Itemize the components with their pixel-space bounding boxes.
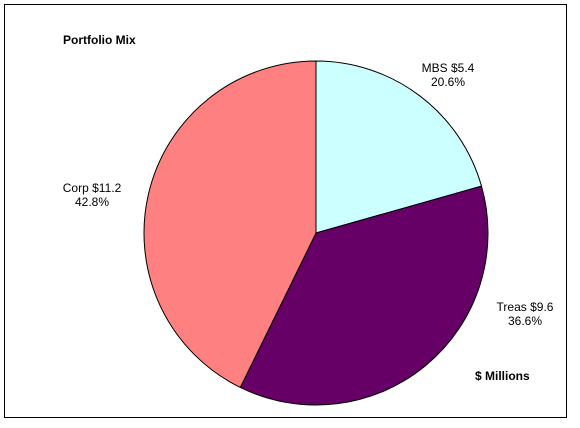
slice-value-corp: $11.2 (92, 181, 122, 195)
slice-value-treas: $9.6 (530, 300, 554, 314)
slice-name-treas: Treas (496, 300, 527, 314)
slice-label-mbs: MBS $5.4 20.6% (407, 61, 489, 89)
pie-slice-corp (143, 60, 317, 389)
slice-value-mbs: $5.4 (451, 61, 475, 75)
chart-frame: Portfolio Mix $ Millions MBS $5.4 20.6% … (4, 4, 567, 418)
slice-name-corp: Corp (62, 181, 89, 195)
slice-percent-treas: 36.6% (507, 314, 543, 328)
pie-chart (143, 60, 489, 406)
slice-name-mbs: MBS (421, 61, 448, 75)
slice-percent-corp: 42.8% (74, 195, 110, 209)
pie-slice-treas (239, 185, 489, 406)
chart-title: Portfolio Mix (63, 33, 136, 47)
pie-slice-mbs (315, 60, 483, 234)
slice-percent-mbs: 20.6% (430, 75, 466, 89)
slice-label-treas: Treas $9.6 36.6% (487, 300, 563, 328)
slice-label-corp: Corp $11.2 42.8% (47, 181, 137, 209)
units-note: $ Millions (475, 369, 530, 383)
